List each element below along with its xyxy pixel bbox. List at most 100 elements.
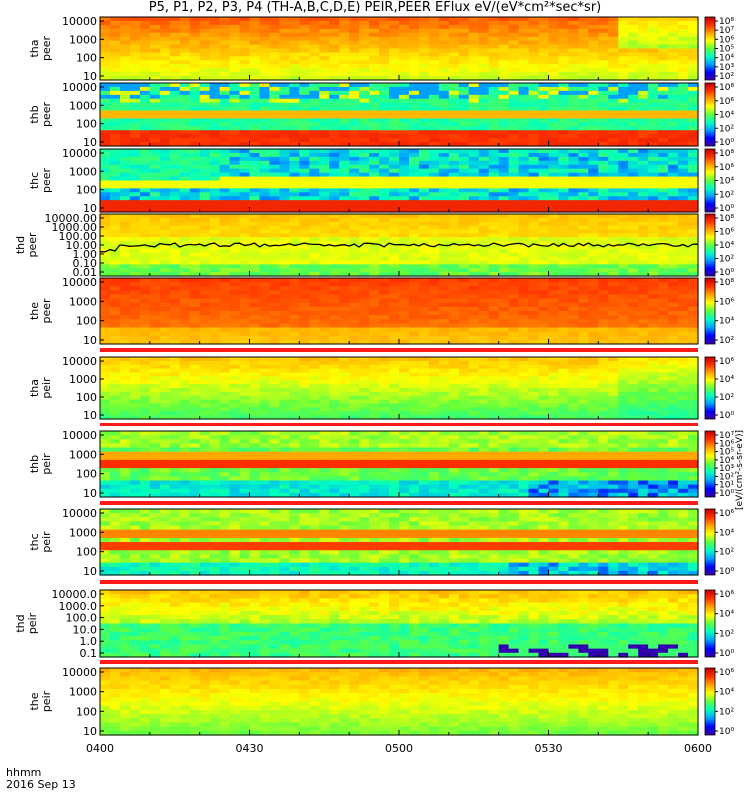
- heatmap-cell: [139, 64, 151, 69]
- heatmap-cell: [558, 214, 570, 219]
- heatmap-cell: [588, 152, 599, 158]
- heatmap-cell: [448, 294, 460, 300]
- heatmap-cell: [399, 208, 410, 213]
- heatmap-cell: [678, 335, 689, 341]
- heatmap-cell: [319, 331, 330, 337]
- heatmap-cell: [239, 298, 251, 304]
- heatmap-cell: [219, 68, 231, 73]
- heatmap-cell: [119, 272, 131, 277]
- heatmap-cell: [259, 192, 271, 197]
- heatmap-cell: [349, 164, 360, 170]
- heatmap-cell: [478, 200, 490, 205]
- heatmap-cell: [319, 172, 330, 178]
- heatmap-cell: [498, 168, 510, 174]
- heatmap-cell: [688, 64, 699, 69]
- heatmap-cell: [119, 278, 131, 283]
- heatmap-cell: [199, 319, 211, 324]
- heatmap-cell: [179, 122, 191, 127]
- heatmap-cell: [189, 282, 201, 287]
- heatmap-cell: [269, 48, 280, 54]
- heatmap-cell: [189, 126, 201, 131]
- heatmap-cell: [558, 192, 570, 197]
- heatmap-cell: [259, 176, 271, 182]
- heatmap-cell: [418, 122, 430, 127]
- heatmap-cell: [458, 32, 470, 38]
- heatmap-cell: [349, 142, 360, 147]
- heatmap-cell: [179, 319, 191, 324]
- heatmap-cell: [399, 160, 410, 166]
- heatmap-cell: [538, 56, 550, 61]
- heatmap-cell: [149, 122, 161, 127]
- heatmap-cell: [458, 298, 470, 304]
- heatmap-cell: [259, 237, 271, 242]
- heatmap-cell: [199, 214, 211, 219]
- heatmap-cell: [359, 17, 370, 22]
- heatmap-cell: [438, 217, 450, 223]
- heatmap-cell: [100, 110, 111, 116]
- heatmap-cell: [468, 200, 480, 205]
- heatmap-cell: [279, 90, 290, 96]
- heatmap-cell: [329, 233, 340, 238]
- heatmap-cell: [309, 17, 320, 22]
- heatmap-cell: [189, 335, 201, 341]
- heatmap-cell: [199, 28, 211, 34]
- heatmap-cell: [418, 208, 430, 213]
- heatmap-cell: [279, 152, 290, 158]
- heatmap-cell: [309, 68, 320, 73]
- heatmap-cell: [438, 24, 450, 30]
- heatmap-cell: [249, 286, 261, 291]
- heatmap-cell: [289, 106, 300, 112]
- heatmap-cell: [199, 168, 211, 174]
- heatmap-cell: [438, 282, 450, 287]
- heatmap-cell: [608, 241, 619, 246]
- heatmap-cell: [578, 72, 589, 77]
- heatmap-cell: [109, 200, 121, 205]
- heatmap-cell: [598, 290, 609, 296]
- heatmap-cell: [379, 319, 390, 324]
- heatmap-cell: [638, 331, 649, 337]
- heatmap-cell: [399, 168, 410, 174]
- heatmap-cell: [149, 64, 161, 69]
- heatmap-cell: [568, 44, 579, 50]
- heatmap-cell: [399, 86, 410, 92]
- heatmap-cell: [289, 204, 300, 209]
- heatmap-cell: [269, 90, 280, 96]
- heatmap-cell: [179, 28, 191, 34]
- y-tick-label: 10: [83, 334, 97, 347]
- heatmap-cell: [239, 126, 251, 131]
- heatmap-cell: [578, 200, 589, 205]
- heatmap-cell: [299, 252, 310, 258]
- heatmap-cell: [558, 311, 570, 316]
- heatmap-cell: [618, 272, 629, 277]
- heatmap-cell: [259, 272, 271, 277]
- heatmap-cell: [109, 28, 121, 34]
- heatmap-cell: [199, 106, 211, 112]
- heatmap-cell: [369, 83, 380, 88]
- heatmap-cell: [588, 208, 599, 213]
- heatmap-cell: [299, 214, 310, 219]
- heatmap-cell: [528, 40, 540, 46]
- heatmap-cell: [339, 134, 350, 139]
- heatmap-cell: [129, 278, 141, 283]
- heatmap-cell: [209, 94, 221, 100]
- heatmap-cell: [508, 335, 520, 341]
- heatmap-cell: [169, 256, 181, 262]
- heatmap-cell: [408, 134, 420, 139]
- heatmap-cell: [408, 24, 420, 30]
- heatmap-cell: [538, 315, 550, 320]
- heatmap-cell: [229, 134, 241, 139]
- heatmap-cell: [369, 90, 380, 96]
- heatmap-cell: [199, 225, 211, 231]
- heatmap-cell: [329, 217, 340, 223]
- heatmap-cell: [488, 28, 500, 34]
- heatmap-cell: [269, 252, 280, 258]
- heatmap-cell: [688, 268, 699, 273]
- heatmap-cell: [478, 110, 490, 116]
- heatmap-cell: [319, 138, 330, 143]
- heatmap-cell: [588, 130, 599, 135]
- heatmap-cell: [329, 32, 340, 38]
- heatmap-cell: [219, 298, 231, 304]
- heatmap-cell: [169, 331, 181, 337]
- heatmap-cell: [169, 48, 181, 54]
- heatmap-cell: [289, 48, 300, 54]
